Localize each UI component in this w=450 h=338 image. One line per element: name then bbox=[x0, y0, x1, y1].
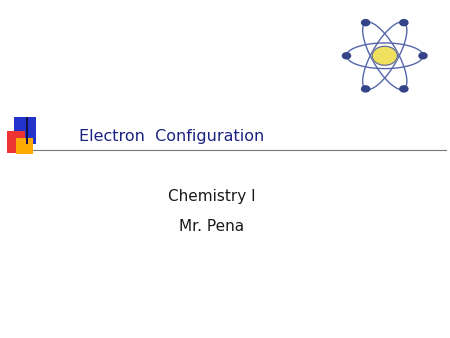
Bar bbox=[7, 131, 25, 153]
Circle shape bbox=[362, 86, 370, 92]
Bar bbox=[14, 117, 36, 144]
Text: Electron  Configuration: Electron Configuration bbox=[79, 129, 264, 144]
Circle shape bbox=[400, 20, 408, 26]
Circle shape bbox=[400, 86, 408, 92]
Circle shape bbox=[419, 53, 427, 59]
Bar bbox=[26, 117, 28, 144]
Circle shape bbox=[372, 46, 397, 65]
Circle shape bbox=[362, 20, 370, 26]
Circle shape bbox=[342, 53, 351, 59]
Bar bbox=[16, 138, 33, 154]
Text: Mr. Pena: Mr. Pena bbox=[179, 219, 244, 234]
Text: Chemistry I: Chemistry I bbox=[168, 189, 255, 203]
